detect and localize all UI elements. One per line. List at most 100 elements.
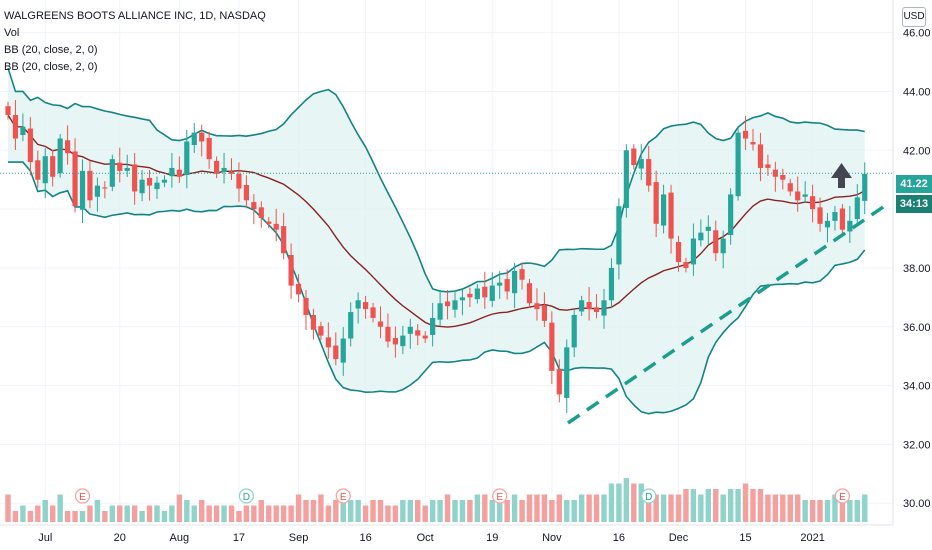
volume-bar (199, 500, 205, 522)
volume-bar (780, 494, 786, 522)
volume-bar (698, 494, 704, 522)
volume-bar (541, 494, 548, 522)
candle-body (430, 317, 436, 335)
event-markers[interactable]: E ED E D E (74, 488, 851, 504)
volume-bar (616, 483, 622, 522)
candle-body (616, 206, 622, 265)
volume-bar (161, 511, 168, 522)
indicator-volume[interactable]: Vol (4, 27, 20, 39)
volume-bar (586, 494, 592, 522)
volume-bar (295, 494, 302, 522)
volume-bars (5, 478, 868, 522)
volume-bar (392, 505, 399, 522)
volume-bar (362, 505, 369, 522)
candle-body (467, 293, 473, 298)
candle-body (847, 220, 853, 232)
candle-body (199, 132, 205, 142)
volume-bar (266, 505, 272, 522)
volume-bar (228, 505, 235, 522)
indicator-bb-1[interactable]: BB (20, close, 2, 0) (4, 44, 98, 56)
candle-body (340, 338, 346, 363)
candlesticks (0, 100, 893, 413)
volume-bar (772, 494, 779, 522)
dividend-marker[interactable] (641, 488, 657, 504)
volume-bar (243, 505, 250, 522)
volume-bar (117, 505, 123, 522)
candle-body (94, 185, 100, 197)
candle-body (102, 187, 108, 189)
candle-body (57, 138, 63, 174)
volume-bar (146, 505, 153, 522)
candle-body (690, 238, 696, 265)
candle-body (258, 207, 264, 218)
candle-body (325, 337, 331, 348)
volume-bar (221, 505, 227, 522)
earnings-marker[interactable] (834, 488, 851, 504)
candle-body (27, 128, 33, 163)
trendline[interactable] (567, 203, 887, 425)
volume-bar (325, 505, 332, 522)
candle-body (832, 212, 838, 221)
volume-bar (593, 494, 600, 522)
price-axis[interactable]: 30.0032.0034.0036.0038.0040.0042.0044.00… (903, 28, 931, 511)
candle-body (795, 191, 801, 201)
time-axis[interactable]: Jul 20 Aug 17 Sep 16 Oct 19 Nov 16 Dec 15 2021 (38, 532, 825, 544)
candle-body (139, 179, 145, 194)
volume-bar (288, 505, 294, 522)
volume-bar (213, 505, 220, 522)
volume-bar (504, 500, 510, 522)
volume-bar (519, 500, 525, 522)
volume-bar (370, 500, 376, 522)
candle-body (735, 132, 741, 197)
volume-bar (787, 494, 793, 522)
volume-bar (72, 511, 78, 522)
volume-bar (556, 494, 562, 522)
earnings-marker[interactable] (335, 488, 351, 504)
candle-body (117, 162, 123, 171)
price-tick-label: 36.00 (903, 322, 931, 334)
time-tick-label: 15 (739, 532, 751, 544)
volume-bar (839, 494, 846, 522)
marker-label: D (243, 492, 250, 503)
volume-bar (444, 494, 451, 522)
earnings-marker[interactable] (492, 488, 508, 504)
volume-bar (735, 489, 741, 522)
dividend-marker[interactable] (238, 488, 254, 504)
candle-body (780, 175, 786, 180)
volume-bar (407, 500, 413, 522)
volume-bar (184, 500, 190, 522)
candle-body (303, 297, 309, 315)
candle-body (728, 194, 734, 235)
up-arrow-icon[interactable] (831, 163, 852, 188)
earnings-marker[interactable] (74, 488, 91, 504)
bollinger-lower-line (8, 161, 866, 415)
volume-bar (258, 500, 264, 522)
volume-bar (549, 500, 555, 522)
candle-body (385, 326, 391, 342)
drawings[interactable] (567, 163, 887, 425)
volume-bar (638, 483, 644, 522)
currency-button[interactable]: USD (902, 7, 926, 27)
volume-bar (795, 494, 801, 522)
volume-bar (809, 500, 816, 522)
volume-bar (601, 494, 607, 522)
candle-body (668, 192, 674, 239)
volume-bar (489, 500, 495, 522)
indicator-bb-2[interactable]: BB (20, close, 2, 0) (4, 61, 98, 73)
candle-body (444, 301, 451, 307)
time-tick-label: 16 (613, 532, 625, 544)
candle-body (5, 106, 11, 115)
candle-body (176, 169, 182, 177)
candle-body (459, 297, 466, 301)
last-price-tag: 41.22 (896, 175, 932, 193)
candle-body (355, 300, 361, 309)
candle-body (35, 160, 41, 180)
candle-body (623, 150, 629, 208)
volume-bar (310, 500, 317, 522)
candle-body (370, 307, 376, 318)
candle-body (422, 335, 428, 339)
symbol-title[interactable]: WALGREENS BOOTS ALLIANCE INC, 1D, NASDAQ (4, 10, 266, 22)
volume-bar (742, 483, 749, 522)
price-tick-label: 38.00 (903, 263, 931, 275)
